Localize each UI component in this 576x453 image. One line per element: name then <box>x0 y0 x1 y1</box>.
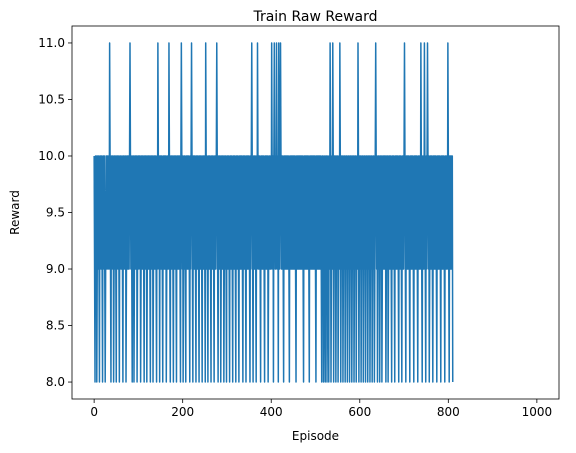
x-axis-label: Episode <box>292 429 339 443</box>
series-layer <box>93 42 454 383</box>
x-tick-label: 0 <box>90 405 98 419</box>
y-tick-label: 10.0 <box>38 149 65 163</box>
x-tick-label: 800 <box>437 405 460 419</box>
x-axis-ticks: 0 200 400 600 800 1000 <box>90 399 552 419</box>
y-tick-label: 8.5 <box>46 319 65 333</box>
y-tick-label: 8.0 <box>46 375 65 389</box>
y-tick-label: 11.0 <box>38 36 65 50</box>
y-axis-ticks: 8.0 8.5 9.0 9.5 10.0 10.5 11.0 <box>38 36 72 389</box>
series-line-0 <box>93 42 454 383</box>
y-tick-label: 9.5 <box>46 206 65 220</box>
y-tick-label: 9.0 <box>46 262 65 276</box>
y-axis-label: Reward <box>8 190 22 235</box>
chart-title: Train Raw Reward <box>252 9 377 25</box>
x-tick-label: 200 <box>171 405 194 419</box>
x-tick-label: 1000 <box>522 405 553 419</box>
x-tick-label: 600 <box>348 405 371 419</box>
y-tick-label: 10.5 <box>38 92 65 106</box>
x-tick-label: 400 <box>260 405 283 419</box>
